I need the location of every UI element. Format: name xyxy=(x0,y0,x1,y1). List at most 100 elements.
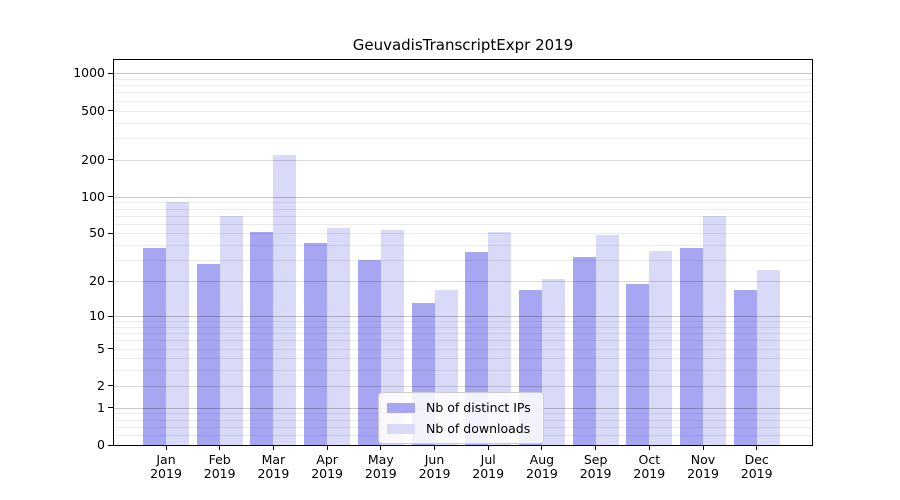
x-axis-tick-label-line: 2019 xyxy=(150,466,182,481)
x-axis-tick-label-line: Oct xyxy=(638,452,661,467)
major-gridline xyxy=(114,73,812,75)
y-tick-mark xyxy=(108,232,113,234)
x-axis-tick-label-line: 2019 xyxy=(472,466,505,481)
y-axis-tick-label: 10 xyxy=(89,308,105,323)
x-axis-tick-label-line: Jul xyxy=(480,452,496,467)
minor-gridline xyxy=(114,137,812,139)
minor-gridline xyxy=(114,208,812,210)
bar-distinct-ips-apr xyxy=(304,242,328,445)
major-gridline xyxy=(114,196,812,198)
bar-distinct-ips-dec xyxy=(733,289,757,445)
x-axis-tick-label-line: Aug xyxy=(529,452,555,467)
chart-title: GeuvadisTranscriptExpr 2019 xyxy=(352,36,574,54)
x-axis-tick-label-line: May xyxy=(367,452,394,467)
y-axis-tick-label: 2 xyxy=(97,377,105,393)
y-axis-tick-label: 500 xyxy=(81,102,105,118)
y-axis-tick-label: 0 xyxy=(97,437,105,452)
minor-gridline xyxy=(114,85,812,87)
x-axis-tick-label: Jun 2019 xyxy=(404,453,466,481)
legend-label-downloads: Nb of downloads xyxy=(426,421,531,436)
y-tick-mark xyxy=(108,348,113,350)
x-axis-tick-label: May 2019 xyxy=(350,453,412,481)
y-tick-mark xyxy=(108,110,113,111)
y-tick-mark xyxy=(108,159,113,161)
x-axis-tick-label: Dec 2019 xyxy=(726,453,788,481)
x-axis-tick-label-line: Nov xyxy=(690,452,716,467)
legend-swatch-distinct-ips xyxy=(387,402,415,413)
bar-downloads-jul xyxy=(488,232,512,445)
bar-downloads-jan xyxy=(166,201,189,445)
y-tick-mark xyxy=(108,315,113,317)
x-axis-tick-label-line: Apr xyxy=(316,452,338,467)
x-tick-mark xyxy=(434,446,435,450)
bar-distinct-ips-oct xyxy=(626,283,650,445)
x-axis-tick-label-line: 2019 xyxy=(525,466,558,481)
bar-distinct-ips-mar xyxy=(250,232,274,445)
bar-distinct-ips-may xyxy=(357,260,381,445)
y-axis-tick-label: 20 xyxy=(89,273,105,289)
y-tick-mark xyxy=(108,385,113,387)
x-tick-mark xyxy=(272,446,274,450)
bar-downloads-aug xyxy=(541,278,565,445)
x-axis-tick-label-line: Feb xyxy=(208,452,231,467)
x-axis-tick-label-line: 2019 xyxy=(687,466,719,481)
x-axis-tick-label-line: 2019 xyxy=(257,466,290,481)
y-tick-mark xyxy=(108,72,113,74)
x-axis-tick-label-line: Jan xyxy=(156,452,176,467)
minor-gridline xyxy=(114,110,812,112)
bar-distinct-ips-jan xyxy=(143,247,166,445)
x-tick-mark xyxy=(219,446,221,450)
x-tick-mark xyxy=(702,446,704,450)
y-axis-tick-label: 5 xyxy=(97,340,105,356)
x-tick-mark xyxy=(541,446,543,450)
x-axis-tick-label-line: 2019 xyxy=(740,466,773,481)
x-axis-tick-label: Mar 2019 xyxy=(242,453,304,481)
y-axis-tick-label: 100 xyxy=(81,188,105,204)
x-axis-tick-label-line: Jun xyxy=(424,452,445,467)
x-tick-mark xyxy=(756,446,758,450)
x-axis-tick-label: Aug 2019 xyxy=(511,453,573,481)
legend-item-distinct-ips: Nb of distinct IPs xyxy=(387,400,531,415)
bar-downloads-dec xyxy=(756,269,780,445)
x-axis-tick-label-line: Sep xyxy=(583,452,608,467)
y-axis-tick-label: 1 xyxy=(97,399,105,415)
minor-gridline xyxy=(114,159,812,161)
bar-distinct-ips-nov xyxy=(680,247,703,445)
minor-gridline xyxy=(114,92,812,94)
y-tick-mark xyxy=(108,444,113,446)
bar-downloads-may xyxy=(380,230,404,445)
x-axis-tick-label-line: 2019 xyxy=(311,466,343,481)
y-axis-tick-label: 50 xyxy=(89,225,105,241)
x-axis-tick-label-line: 2019 xyxy=(633,466,666,481)
x-axis-tick-label-line: 2019 xyxy=(203,466,236,481)
x-tick-mark xyxy=(595,446,597,450)
y-tick-mark xyxy=(108,196,113,198)
x-axis-tick-label: Jul 2019 xyxy=(457,453,519,481)
x-axis-tick-label: Apr 2019 xyxy=(296,453,358,481)
x-axis-tick-label: Sep 2019 xyxy=(565,453,627,481)
bar-distinct-ips-feb xyxy=(196,263,220,445)
legend-item-downloads: Nb of downloads xyxy=(387,421,531,436)
x-axis-tick-label: Nov 2019 xyxy=(672,453,734,481)
minor-gridline xyxy=(114,78,812,80)
minor-gridline xyxy=(114,100,812,102)
bar-downloads-oct xyxy=(649,250,673,445)
x-tick-mark xyxy=(487,446,489,450)
bar-downloads-apr xyxy=(327,228,351,445)
x-tick-mark xyxy=(165,446,167,450)
legend-label-distinct-ips: Nb of distinct IPs xyxy=(426,400,531,415)
bar-downloads-nov xyxy=(703,216,726,445)
y-tick-mark xyxy=(108,280,113,282)
minor-gridline xyxy=(114,122,812,124)
y-axis-tick-label: 200 xyxy=(81,151,105,167)
x-axis-tick-label-line: 2019 xyxy=(364,466,397,481)
y-tick-mark xyxy=(108,407,113,409)
plot-area xyxy=(113,59,813,446)
legend-swatch-downloads xyxy=(387,423,415,434)
minor-gridline xyxy=(114,202,812,204)
bar-distinct-ips-sep xyxy=(572,256,596,445)
x-axis-tick-label-line: 2019 xyxy=(579,466,612,481)
x-tick-mark xyxy=(326,446,328,450)
bar-downloads-feb xyxy=(219,216,243,445)
